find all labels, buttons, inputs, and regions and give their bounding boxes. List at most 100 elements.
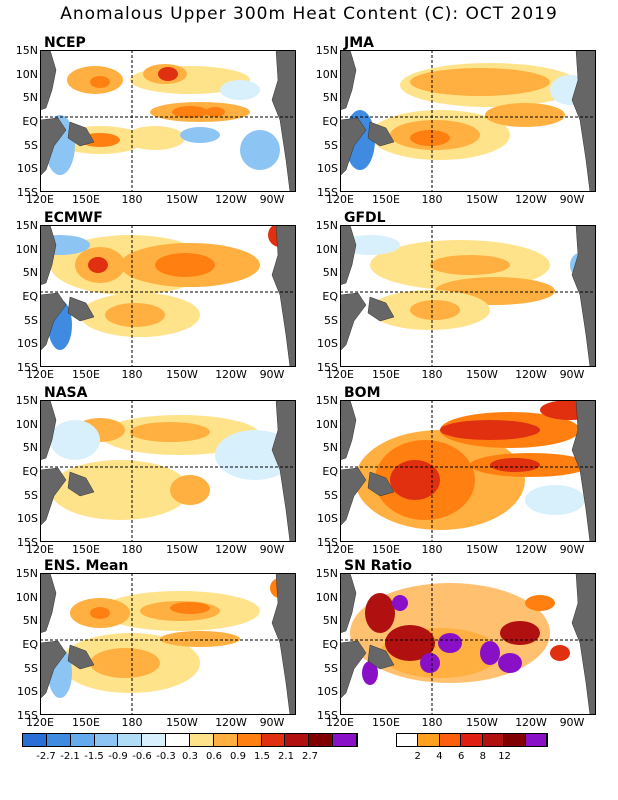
- lat-tick-label: 10S: [317, 685, 338, 699]
- figure-title: Anomalous Upper 300m Heat Content (C): O…: [60, 4, 558, 24]
- lon-tick-label: 150E: [72, 368, 100, 381]
- anomaly-contour: [158, 67, 178, 81]
- lat-tick-label: 15S: [317, 536, 338, 549]
- map-svg: [40, 400, 296, 542]
- colorbar-swatch: [142, 734, 167, 746]
- lat-tick-label: 10S: [17, 512, 38, 526]
- anomaly-contour: [155, 253, 215, 277]
- lat-tick-label: 15N: [15, 394, 38, 407]
- lat-tick-label: 15S: [17, 361, 38, 374]
- land-mask: [67, 121, 95, 147]
- colorbar-label: -0.3: [156, 751, 176, 762]
- colorbar-swatch: [70, 734, 95, 746]
- lon-tick-label: 180: [421, 193, 443, 206]
- lon-tick-label: 90W: [559, 543, 585, 556]
- colorbar-swatch: [439, 734, 462, 746]
- land-mask: [340, 400, 357, 461]
- lat-tick-label: 10N: [315, 417, 338, 431]
- land-mask: [367, 471, 395, 497]
- anomaly-contour: [410, 300, 460, 320]
- anomaly-contour: [420, 653, 440, 673]
- lon-tick-label: 120E: [326, 193, 354, 206]
- land-mask: [367, 121, 395, 147]
- colorbar-swatch: [397, 734, 419, 746]
- lat-tick-label: 5N: [22, 441, 38, 455]
- colorbar-swatch: [418, 734, 440, 746]
- anomaly-contour: [480, 641, 500, 665]
- panel-title: NASA: [42, 385, 90, 401]
- lon-tick-label: 120E: [26, 368, 54, 381]
- panel-title: NCEP: [42, 35, 88, 51]
- lat-tick-label: 5N: [322, 614, 338, 628]
- land-mask: [40, 50, 57, 111]
- lat-tick-label: 10N: [315, 590, 338, 604]
- lon-tick-label: 180: [421, 368, 443, 381]
- anomaly-contour: [438, 633, 462, 653]
- anomaly-contour: [172, 106, 208, 118]
- lat-tick-label: 15N: [15, 44, 38, 57]
- lat-tick-label: 5N: [22, 91, 38, 105]
- colorbar-swatch: [190, 734, 214, 746]
- anomaly-contour: [220, 80, 260, 100]
- panel-gfdl: GFDL 15N 10N 5N EQ 5S 10S 15S 120E 150E 180 150W 120…: [316, 211, 596, 380]
- lat-tick-label: 15N: [15, 567, 38, 580]
- lat-tick-label: 15S: [17, 536, 38, 549]
- land-mask: [340, 225, 357, 286]
- lat-tick-label: 10N: [15, 590, 38, 604]
- lon-tick-label: 120W: [215, 368, 247, 381]
- panel-title: ENS. Mean: [42, 558, 131, 574]
- colorbar-swatch: [461, 734, 483, 746]
- lat-tick-label: 15N: [315, 44, 338, 57]
- colorbar-swatch: [333, 734, 358, 746]
- lat-tick-label: 10S: [317, 337, 338, 351]
- lat-tick-label: 15S: [317, 709, 338, 722]
- land-mask: [271, 225, 296, 367]
- lon-tick-label: 180: [121, 193, 143, 206]
- lat-tick-label: 5N: [22, 614, 38, 628]
- lat-tick-label: 15S: [317, 186, 338, 199]
- land-mask: [340, 117, 367, 177]
- lon-tick-label: 120E: [326, 543, 354, 556]
- lon-tick-label: 150E: [372, 543, 400, 556]
- lat-tick-label: 10N: [15, 67, 38, 81]
- anomaly-contour: [160, 631, 240, 647]
- land-mask: [67, 296, 95, 322]
- map-svg: [340, 225, 596, 367]
- anomaly-contour: [498, 653, 522, 673]
- lon-tick-label: 120W: [515, 193, 547, 206]
- lon-tick-label: 90W: [559, 368, 585, 381]
- colorbar-label: -0.9: [108, 751, 128, 762]
- lon-tick-label: 90W: [259, 716, 285, 729]
- panel-jma: JMA 15N 10N 5N EQ 5S 10S 15S 120E 150E 180 150W 120W…: [316, 36, 596, 205]
- lat-tick-label: 15N: [315, 394, 338, 407]
- anomaly-contour: [500, 621, 540, 645]
- lat-tick-label: 10N: [15, 417, 38, 431]
- lon-tick-label: 120W: [215, 193, 247, 206]
- land-mask: [340, 292, 367, 352]
- lon-tick-label: 90W: [259, 193, 285, 206]
- lon-tick-label: 120W: [515, 716, 547, 729]
- colorbar-label: 0.9: [230, 751, 246, 762]
- land-mask: [67, 471, 95, 497]
- anomaly-contour: [240, 130, 280, 170]
- lon-tick-label: 120W: [515, 368, 547, 381]
- anomaly-contour: [130, 422, 210, 442]
- anomaly-contour: [180, 127, 220, 143]
- land-mask: [40, 640, 67, 700]
- panel-title: BOM: [342, 385, 383, 401]
- lat-tick-label: 5S: [24, 661, 38, 675]
- anomaly-contour: [50, 420, 100, 460]
- anomaly-contour: [550, 645, 570, 661]
- anomaly-contour: [365, 593, 395, 633]
- lon-tick-label: 120E: [26, 716, 54, 729]
- anomaly-contour: [430, 255, 510, 275]
- land-mask: [571, 400, 596, 542]
- panel-ens-mean: ENS. Mean 15N 10N 5N EQ 5S 10S 15S 120E 150E 180 15…: [16, 559, 296, 728]
- colorbar-label: 4: [436, 751, 443, 762]
- land-mask: [367, 296, 395, 322]
- lat-tick-label: 10S: [17, 162, 38, 176]
- map-svg: [340, 400, 596, 542]
- anomaly-contour: [410, 68, 550, 96]
- lon-tick-label: 180: [421, 716, 443, 729]
- anomaly-contour: [385, 625, 435, 661]
